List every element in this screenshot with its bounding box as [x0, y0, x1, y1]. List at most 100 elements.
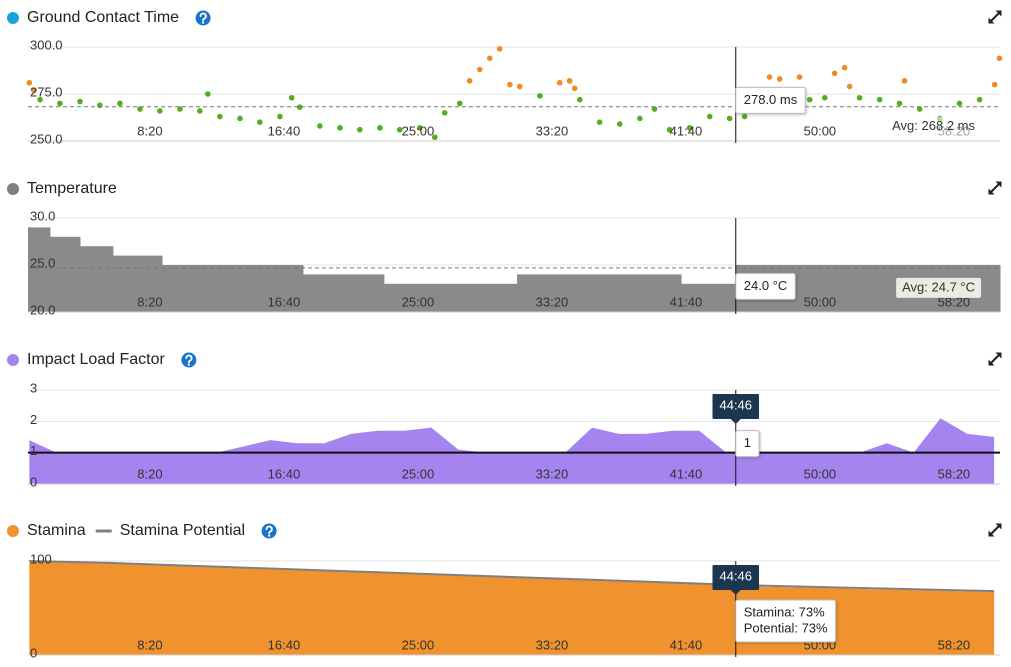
step-bar	[49, 236, 81, 312]
x-tick-label: 25:00	[402, 637, 435, 652]
x-tick-label: 8:20	[137, 637, 162, 652]
y-tick-label: 25.0	[30, 255, 55, 270]
step-bar	[161, 265, 304, 312]
data-point	[821, 94, 828, 101]
data-point	[976, 96, 983, 103]
x-tick-label: 50:00	[804, 466, 837, 481]
y-tick-label: 2	[30, 412, 37, 427]
average-label: Avg: 24.7 °C	[896, 277, 981, 298]
y-tick-label: 1	[30, 443, 37, 458]
tooltip-text: Stamina: 73%	[744, 604, 825, 619]
data-point	[37, 96, 43, 103]
data-point	[356, 126, 363, 133]
data-point	[651, 106, 658, 112]
average-label-box	[886, 116, 981, 137]
data-point	[157, 108, 163, 114]
data-point	[896, 100, 903, 107]
x-tick-label: 50:00	[804, 294, 837, 309]
data-point	[666, 126, 673, 133]
data-point	[337, 125, 343, 131]
data-point	[466, 78, 473, 84]
data-point	[217, 113, 223, 120]
x-tick-label: 41:40	[670, 466, 703, 481]
tooltip-text: 1	[744, 435, 751, 450]
data-point	[516, 83, 523, 90]
help-dot	[187, 363, 190, 366]
expand-icon[interactable]	[988, 523, 1002, 537]
expand-line	[990, 12, 1000, 22]
data-point	[566, 78, 573, 84]
expand-icon[interactable]	[988, 181, 1002, 195]
data-point	[396, 126, 403, 133]
help-glyph	[265, 525, 273, 535]
data-point	[432, 134, 438, 141]
expand-icon[interactable]	[988, 352, 1002, 366]
data-point	[726, 115, 733, 122]
average-label-box	[896, 277, 981, 298]
tooltip-text: Potential: 73%	[744, 620, 828, 635]
data-point	[507, 81, 513, 88]
cursor-time-pointer	[730, 419, 741, 424]
cursor-time-box	[712, 394, 760, 419]
help-icon[interactable]	[195, 10, 211, 26]
tooltip-box	[735, 430, 760, 458]
data-point	[576, 96, 583, 103]
help-glyph	[199, 12, 207, 22]
data-point	[956, 100, 963, 107]
tooltip-box	[735, 86, 806, 114]
expand-glyph	[988, 10, 1002, 24]
title-dot	[7, 183, 19, 195]
step-bar	[112, 255, 163, 312]
data-point	[637, 115, 643, 122]
series-line	[29, 560, 995, 593]
series-area	[29, 561, 995, 655]
data-point	[831, 70, 838, 77]
legend-dot	[7, 525, 19, 537]
data-point	[57, 100, 63, 107]
data-point	[196, 108, 203, 114]
y-tick-label: 250.0	[30, 131, 63, 146]
x-tick-label: 41:40	[670, 294, 703, 309]
tooltip-box	[735, 272, 796, 300]
data-point	[856, 94, 863, 101]
cursor-time-text: 44:46	[719, 568, 752, 583]
help-icon[interactable]	[181, 352, 197, 368]
data-point	[377, 125, 383, 131]
legend-label: Stamina Potential	[120, 522, 245, 539]
title-dot	[7, 354, 19, 366]
tooltip: 24.0 °C	[735, 272, 796, 300]
y-tick-label: 20.0	[30, 302, 55, 317]
expand-icon[interactable]	[988, 10, 1002, 24]
y-tick-label: 0	[30, 645, 37, 660]
x-tick-label: 8:20	[137, 466, 162, 481]
data-point	[441, 110, 448, 116]
x-tick-label: 41:40	[670, 637, 703, 652]
chart-title: Impact Load Factor	[27, 351, 166, 368]
y-tick-label: 0	[30, 474, 37, 489]
chart-title: Temperature	[27, 180, 117, 197]
tooltip-text: 278.0 ms	[744, 92, 798, 107]
x-tick-label: 25:00	[402, 294, 435, 309]
data-point	[741, 113, 748, 120]
help-glyph	[185, 354, 193, 364]
help-circle	[261, 523, 277, 539]
data-point	[537, 93, 543, 99]
data-point	[556, 79, 563, 86]
tooltip: Stamina: 73%Potential: 73%	[735, 599, 837, 643]
cursor-time: 44:46	[712, 565, 760, 595]
step-bar	[681, 283, 737, 312]
data-point	[991, 81, 998, 88]
help-dot	[268, 534, 271, 537]
data-point	[317, 123, 323, 129]
data-point	[456, 100, 463, 107]
data-point	[846, 83, 853, 90]
data-point	[901, 78, 908, 84]
data-point	[257, 119, 263, 125]
y-tick-label: 300.0	[30, 37, 63, 52]
data-point	[296, 104, 303, 110]
help-icon[interactable]	[261, 523, 277, 539]
data-point	[596, 119, 603, 125]
data-point	[996, 55, 1003, 62]
data-point	[26, 79, 33, 86]
average-label: Avg: 268.2 ms	[886, 116, 981, 137]
